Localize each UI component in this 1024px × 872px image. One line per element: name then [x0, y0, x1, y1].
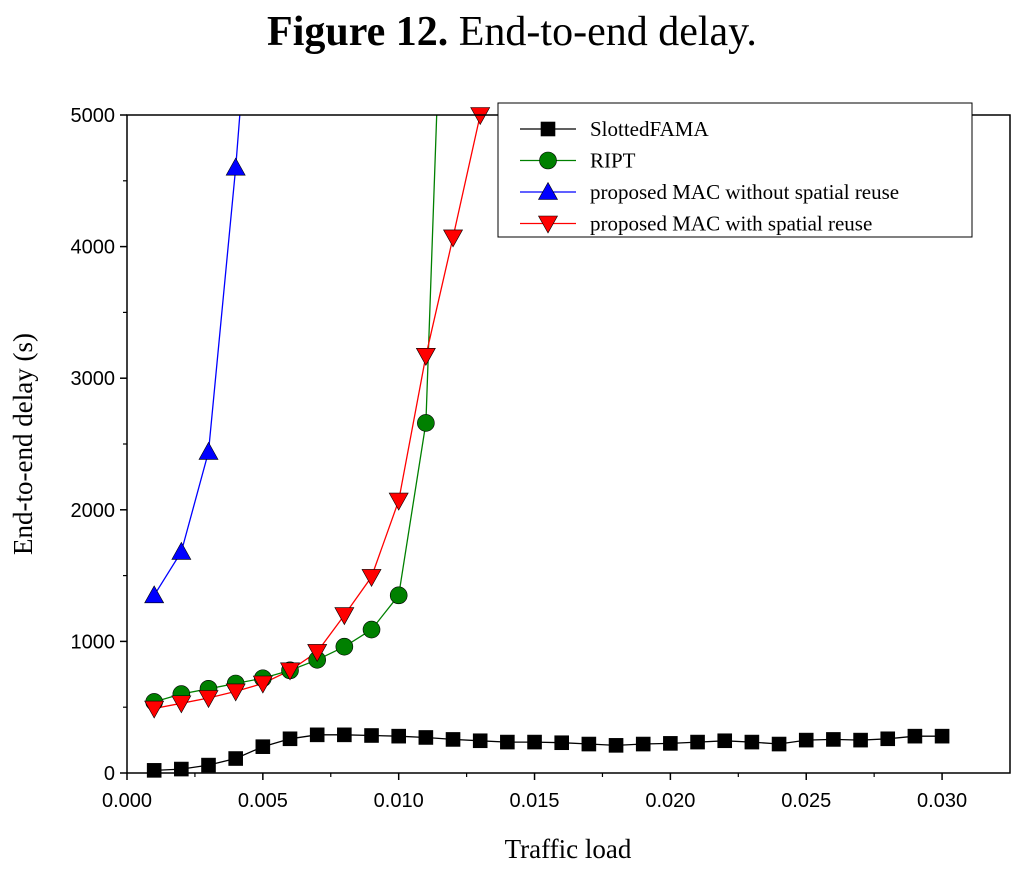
x-tick-label: 0.000 [102, 790, 152, 812]
data-point [361, 569, 382, 588]
y-tick-label: 0 [104, 763, 115, 785]
x-axis-label: Traffic load [505, 834, 632, 864]
series-markers [144, 107, 950, 778]
data-point [335, 637, 354, 656]
legend: SlottedFAMA RIPT proposed MAC without spat… [497, 102, 973, 238]
data-point [388, 492, 409, 511]
data-point [663, 736, 678, 751]
legend-marker [540, 121, 556, 137]
data-point [364, 728, 379, 743]
data-point [635, 736, 651, 752]
data-point [307, 644, 328, 663]
data-point [228, 751, 243, 766]
data-point [201, 757, 216, 773]
legend-marker [537, 181, 559, 200]
data-point [337, 727, 352, 743]
data-point [255, 739, 271, 754]
figure-title: Figure 12. End-to-end delay. [0, 8, 1024, 56]
data-point [252, 675, 273, 694]
data-point [389, 586, 408, 605]
data-point [470, 107, 491, 126]
data-point [362, 620, 381, 639]
data-point [417, 414, 435, 432]
data-point [415, 348, 436, 366]
series-line-1 [154, 115, 438, 703]
data-point [198, 690, 219, 709]
data-point [171, 541, 192, 560]
x-tick-label: 0.030 [917, 790, 967, 812]
series-line-3 [154, 115, 481, 710]
data-point [554, 735, 570, 751]
data-point [391, 728, 406, 744]
legend-marker [539, 151, 557, 170]
data-point [880, 731, 896, 747]
series-line-0 [154, 734, 943, 772]
data-point [443, 229, 464, 248]
data-point [690, 734, 705, 750]
legend-marker [537, 215, 559, 234]
legend-box [497, 102, 973, 238]
data-point [527, 734, 542, 750]
data-point [445, 732, 461, 747]
data-point [334, 607, 355, 626]
data-point [771, 736, 787, 752]
data-point [500, 734, 515, 750]
y-axis-label: End-to-end delay (s) [8, 333, 38, 555]
data-point [853, 732, 868, 748]
data-point [282, 731, 298, 747]
data-point [581, 736, 597, 752]
x-tick-label: 0.015 [510, 790, 560, 812]
y-tick-label: 2000 [71, 500, 116, 522]
legend-label: SlottedFAMA [590, 117, 709, 141]
axes: 0.000 0.005 0.010 0.015 0.020 0.025 0.030 0 1000… [71, 105, 968, 812]
y-tick-label: 1000 [71, 631, 116, 653]
x-tick-label: 0.025 [781, 790, 831, 812]
legend-label: proposed MAC without spatial reuse [590, 180, 899, 204]
data-point [144, 700, 165, 719]
data-point [309, 727, 325, 743]
data-point [280, 662, 301, 681]
data-point [826, 732, 841, 747]
y-tick-label: 4000 [71, 237, 116, 259]
figure-caption: End-to-end delay. [458, 9, 757, 55]
x-tick-label: 0.005 [238, 790, 288, 812]
y-tick-label: 3000 [71, 368, 116, 390]
data-point [798, 732, 814, 748]
data-point [472, 733, 488, 749]
data-point [744, 734, 760, 750]
series-line-2 [153, 115, 241, 596]
data-point [608, 738, 624, 753]
data-point [717, 733, 733, 749]
data-point [198, 441, 219, 460]
legend-label: proposed MAC with spatial reuse [590, 212, 872, 236]
data-point [144, 585, 165, 604]
y-tick-label: 5000 [71, 105, 116, 127]
x-tick-label: 0.020 [645, 790, 695, 812]
data-point [174, 761, 189, 777]
figure-label: Figure 12. [267, 9, 449, 55]
data-point [934, 728, 950, 744]
data-point [418, 730, 434, 745]
data-point [146, 763, 162, 778]
legend-label: RIPT [590, 149, 636, 173]
data-point [171, 695, 192, 714]
data-point [225, 683, 246, 702]
x-tick-label: 0.010 [374, 790, 424, 812]
data-point [907, 728, 923, 744]
data-point [225, 157, 246, 176]
